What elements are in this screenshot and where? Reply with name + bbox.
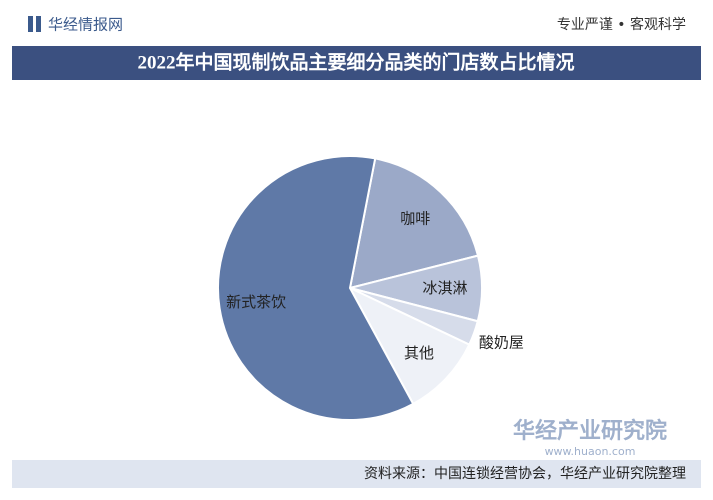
- slice-label: 其他: [404, 344, 434, 362]
- slice-label: 咖啡: [400, 209, 430, 227]
- brand: 华经情报网: [48, 16, 123, 34]
- watermark: 华经产业研究院: [513, 418, 667, 444]
- slice-label: 冰淇淋: [423, 279, 468, 297]
- slice-label: 新式茶饮: [226, 293, 286, 311]
- slogan: 专业严谨 • 客观科学: [557, 16, 686, 33]
- slice-label: 酸奶屋: [479, 334, 524, 352]
- footer-bar: [12, 460, 701, 488]
- pie-slice: [347, 285, 471, 406]
- logo-bar: [28, 16, 33, 32]
- pie-slice: [217, 155, 415, 421]
- logo-bar: [36, 16, 41, 32]
- chart-title: 2022年中国现制饮品主要细分品类的门店数占比情况: [137, 50, 574, 73]
- pie-slice: [348, 157, 480, 290]
- source: 资料来源：中国连锁经营协会，华经产业研究院整理: [364, 466, 686, 482]
- watermark-url: www.huaon.com: [545, 445, 636, 458]
- title-bar: [12, 46, 701, 80]
